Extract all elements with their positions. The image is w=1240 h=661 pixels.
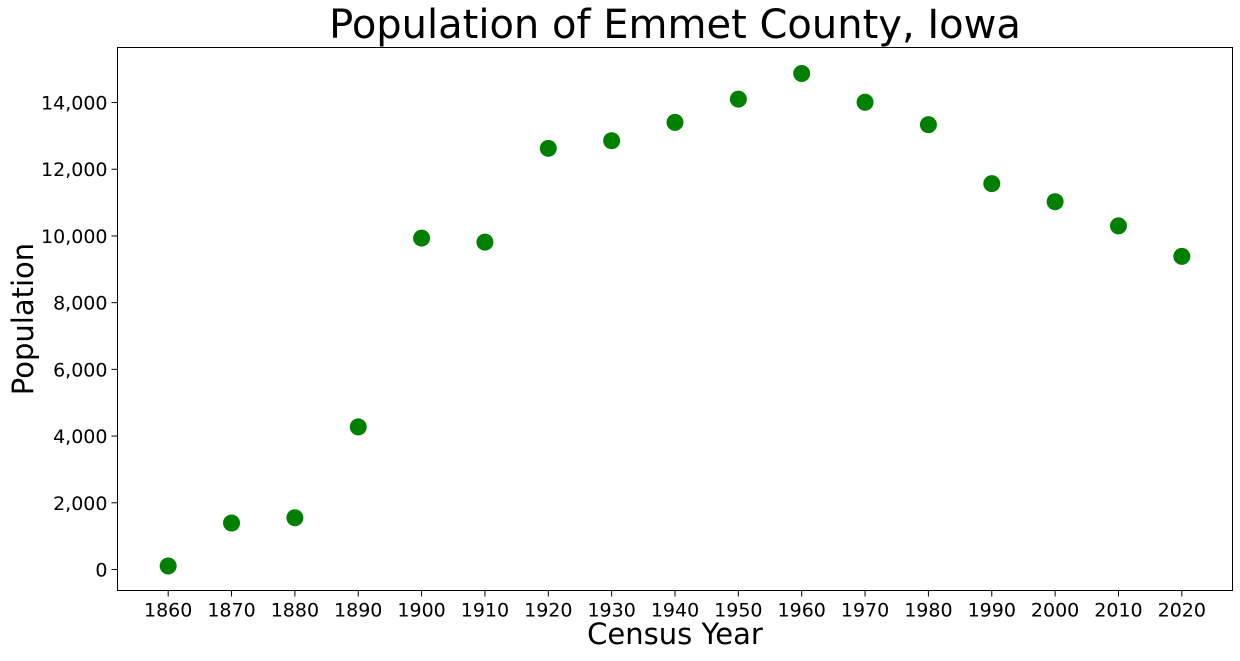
x-tick-label: 1980 [904, 600, 952, 622]
data-point [793, 64, 811, 82]
x-tick-label: 1900 [397, 600, 445, 622]
data-point [1173, 247, 1191, 265]
x-tick-label: 1860 [144, 600, 192, 622]
x-tick-label: 2010 [1094, 600, 1142, 622]
x-tick-label: 1950 [714, 600, 762, 622]
data-point [856, 93, 874, 111]
y-tick-label: 0 [95, 559, 107, 581]
data-point [919, 116, 937, 134]
x-tick-label: 1960 [778, 600, 826, 622]
data-point [159, 557, 177, 575]
y-tick-label: 2,000 [53, 493, 107, 515]
x-tick-label: 1940 [651, 600, 699, 622]
data-point [223, 514, 241, 532]
x-tick-label: 1930 [587, 600, 635, 622]
x-tick-label: 1970 [841, 600, 889, 622]
data-point [539, 139, 557, 157]
x-tick-label: 2020 [1158, 600, 1206, 622]
x-tick-label: 1990 [968, 600, 1016, 622]
y-tick-label: 12,000 [41, 159, 107, 181]
data-point [413, 229, 431, 247]
data-point [476, 233, 494, 251]
y-tick-label: 6,000 [53, 359, 107, 381]
y-tick-label: 8,000 [53, 293, 107, 315]
x-tick-label: 2000 [1031, 600, 1079, 622]
data-point [1109, 217, 1127, 235]
x-tick-label: 1910 [461, 600, 509, 622]
x-tick-label: 1920 [524, 600, 572, 622]
data-point [983, 175, 1001, 193]
x-tick-label: 1880 [271, 600, 319, 622]
x-tick-label: 1870 [207, 600, 255, 622]
x-tick-label: 1890 [334, 600, 382, 622]
data-point [729, 90, 747, 108]
y-tick-label: 14,000 [41, 93, 107, 115]
y-axis-label: Population [6, 243, 40, 395]
x-axis-label: Census Year [587, 617, 763, 651]
data-point [603, 132, 621, 150]
data-point [666, 113, 684, 131]
data-point [1046, 193, 1064, 211]
chart-title: Population of Emmet County, Iowa [329, 2, 1021, 48]
y-tick-label: 4,000 [53, 426, 107, 448]
y-tick-label: 10,000 [41, 226, 107, 248]
data-point [286, 509, 304, 527]
data-point [349, 418, 367, 436]
